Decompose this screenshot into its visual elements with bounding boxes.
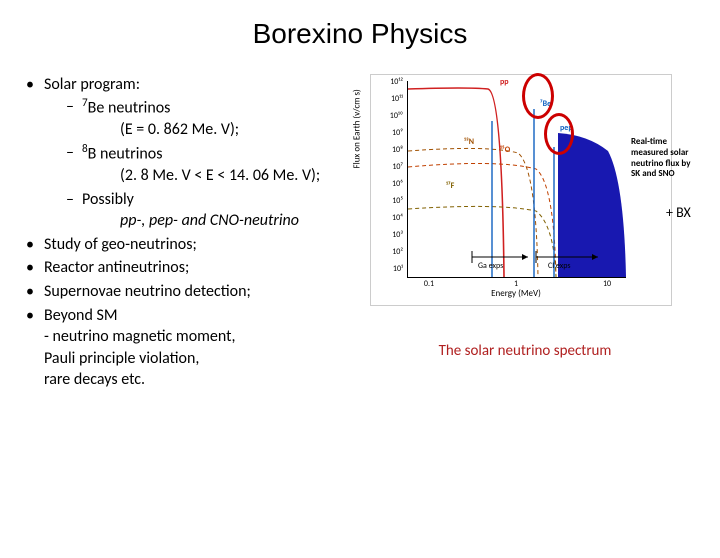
text-beyond2: Pauli principle violation, xyxy=(44,348,366,370)
text-be7-energy: (E = 0. 862 Me. V); xyxy=(82,119,366,141)
ytick-4: 10⁸ xyxy=(381,145,403,155)
chart-area: Flux on Earth (v/cm s) xyxy=(370,74,710,354)
ytick-9: 10³ xyxy=(381,230,403,240)
pp-line xyxy=(408,88,504,277)
label-f17: ¹⁷F xyxy=(446,181,454,191)
text-beyond3: rare decays etc. xyxy=(44,369,366,391)
n13-line xyxy=(408,148,538,277)
side-note: Real-time measured solar neutrino flux b… xyxy=(631,137,691,180)
ytick-7: 10⁵ xyxy=(381,196,403,206)
label-n13: ¹³N xyxy=(464,137,474,147)
ytick-6: 10⁶ xyxy=(381,179,403,189)
ytick-11: 10¹ xyxy=(381,264,403,274)
text-beyond: Beyond SM xyxy=(44,306,118,325)
bullet-b8: 8B neutrinos (2. 8 Me. V < E < 14. 06 Me… xyxy=(66,142,366,187)
chart-xlabel: Energy (MeV) xyxy=(407,288,625,299)
text-solar: Solar program: xyxy=(44,75,140,94)
bullet-possibly: Possibly pp-, pep- and CNO-neutrino xyxy=(66,189,366,232)
label-b8: ⁸B xyxy=(586,141,593,151)
text-beyond1: - neutrino magnetic moment, xyxy=(44,326,366,348)
ytick-0: 10¹² xyxy=(381,77,403,87)
slide-title: Borexino Physics xyxy=(0,18,720,50)
text-b8-energy: (2. 8 Me. V < E < 14. 06 Me. V); xyxy=(82,165,366,187)
spectrum-chart: Flux on Earth (v/cm s) xyxy=(370,74,672,306)
text-possibly: Possibly xyxy=(82,190,134,209)
label-pp: pp xyxy=(500,77,509,87)
oval-be7 xyxy=(522,73,554,119)
bullet-geo: Study of geo-neutrinos; xyxy=(26,234,366,256)
label-cl: Cl exps xyxy=(548,261,571,271)
chart-svg xyxy=(408,81,626,277)
ytick-1: 10¹¹ xyxy=(381,94,403,104)
ytick-2: 10¹⁰ xyxy=(381,111,403,121)
bx-note: + BX xyxy=(666,204,691,221)
text-b8: B neutrinos xyxy=(88,144,163,163)
label-ga: Ga exps xyxy=(478,261,503,271)
ytick-3: 10⁹ xyxy=(381,128,403,138)
ytick-8: 10⁴ xyxy=(381,213,403,223)
label-o15: ¹⁵O xyxy=(500,145,510,155)
ytick-10: 10² xyxy=(381,247,403,257)
text-possibly-detail: pp-, pep- and CNO-neutrino xyxy=(82,210,366,232)
bullet-column: Solar program: 7Be neutrinos (E = 0. 862… xyxy=(26,74,366,393)
bullet-sn: Supernovae neutrino detection; xyxy=(26,281,366,303)
chart-ylabel: Flux on Earth (v/cm s) xyxy=(352,89,363,168)
content-row: Solar program: 7Be neutrinos (E = 0. 862… xyxy=(0,74,720,393)
oval-pep xyxy=(544,113,574,155)
bullet-reactor: Reactor antineutrinos; xyxy=(26,257,366,279)
ytick-5: 10⁷ xyxy=(381,162,403,172)
bullet-be7: 7Be neutrinos (E = 0. 862 Me. V); xyxy=(66,96,366,141)
chart-caption: The solar neutrino spectrum xyxy=(370,342,680,360)
bullet-solar: Solar program: 7Be neutrinos (E = 0. 862… xyxy=(26,74,366,232)
text-be7: Be neutrinos xyxy=(88,98,171,117)
bullet-beyond: Beyond SM - neutrino magnetic moment, Pa… xyxy=(26,305,366,391)
plot-area: pp ⁷Be pep ¹³N ¹⁵O ¹⁷F ⁸B Ga exps Cl exp… xyxy=(407,81,626,278)
